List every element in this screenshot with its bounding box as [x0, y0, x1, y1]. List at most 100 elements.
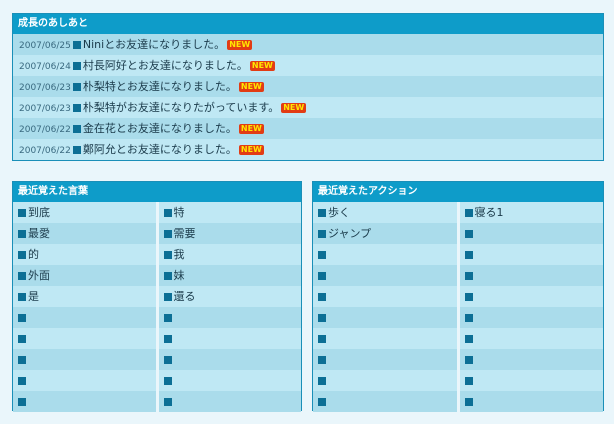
action-row	[313, 244, 603, 265]
word-label: 需要	[173, 227, 196, 240]
word-cell: 外面	[13, 265, 156, 286]
word-cell	[155, 370, 302, 391]
growth-log-title: 成長のあしあと	[13, 14, 603, 34]
bullet-icon	[464, 356, 473, 364]
action-cell	[456, 349, 603, 370]
bullet-icon	[18, 272, 26, 280]
word-label: 的	[28, 248, 39, 261]
bullet-icon	[163, 335, 172, 343]
action-cell	[313, 349, 457, 370]
action-row	[313, 370, 603, 391]
growth-log-panel: 成長のあしあと 2007/06/25 Niniとお友達になりました。 NEW 2007…	[12, 13, 604, 161]
bullet-icon	[464, 335, 473, 343]
word-cell	[13, 391, 156, 412]
action-label: ジャンプ	[328, 227, 372, 240]
log-entry: 2007/06/23 朴梨特がお友達になりたがっています。 NEW	[13, 97, 603, 118]
word-label: 外面	[28, 269, 50, 282]
log-entry-date: 2007/06/23	[19, 83, 71, 93]
action-cell	[456, 286, 604, 307]
bullet-icon	[18, 314, 26, 322]
action-row: ジャンプ	[313, 223, 603, 244]
log-entry-text: 朴梨特とお友達になりました。	[82, 80, 237, 93]
bullet-icon	[318, 335, 326, 343]
word-cell: 到底	[13, 202, 156, 223]
log-entry-date: 2007/06/24	[19, 62, 71, 72]
word-label: 特	[173, 206, 185, 219]
word-row	[13, 349, 301, 370]
log-entry-date: 2007/06/25	[19, 41, 71, 51]
word-cell: 最愛	[13, 223, 156, 244]
word-row	[13, 328, 301, 349]
log-entry: 2007/06/24 村長阿好とお友達になりました。 NEW	[13, 55, 603, 76]
bullet-icon	[72, 146, 81, 154]
learned-actions-title: 最近覚えたアクション	[313, 182, 603, 202]
log-entry-date: 2007/06/22	[19, 125, 71, 135]
bullet-icon	[163, 356, 172, 364]
log-entry-text: 朴梨特がお友達になりたがっています。	[82, 101, 280, 114]
bullet-icon	[163, 398, 172, 406]
log-entry: 2007/06/23 朴梨特とお友達になりました。 NEW	[13, 76, 603, 97]
word-cell: 需要	[155, 223, 301, 244]
bullet-icon	[464, 398, 473, 406]
action-cell	[456, 328, 604, 349]
new-badge: NEW	[249, 61, 275, 71]
bullet-icon	[163, 251, 172, 259]
bullet-icon	[18, 377, 26, 385]
action-label: 寝る1	[474, 206, 504, 219]
learned-words-title: 最近覚えた言葉	[13, 182, 301, 202]
bullet-icon	[318, 209, 326, 217]
new-badge: NEW	[238, 124, 264, 134]
bullet-icon	[72, 83, 81, 91]
bullet-icon	[318, 293, 326, 301]
word-row	[13, 370, 301, 391]
word-label: 妹	[173, 269, 185, 282]
log-entry-text: 鄭阿允とお友達になりました。	[82, 143, 237, 156]
word-row	[13, 391, 301, 412]
bullet-icon	[163, 314, 172, 322]
action-cell	[313, 244, 457, 265]
bullet-icon	[18, 209, 26, 217]
bullet-icon	[318, 230, 326, 238]
action-cell: 寝る1	[456, 202, 604, 223]
bullet-icon	[163, 377, 172, 385]
bullet-icon	[318, 314, 326, 322]
action-label: 歩く	[328, 206, 350, 219]
action-row	[313, 349, 603, 370]
bullet-icon	[464, 251, 473, 259]
word-label: 我	[173, 248, 185, 261]
action-cell	[456, 223, 603, 244]
action-row	[313, 328, 603, 349]
bullet-icon	[163, 230, 172, 238]
word-row: 的我	[13, 244, 301, 265]
log-entry-text: 金在花とお友達になりました。	[82, 122, 237, 135]
action-cell	[456, 265, 603, 286]
word-cell	[13, 349, 156, 370]
word-cell: 還る	[155, 286, 302, 307]
word-cell	[13, 307, 156, 328]
action-row	[313, 307, 603, 328]
bullet-icon	[163, 272, 172, 280]
bullet-icon	[72, 62, 81, 70]
log-entry-text: 村長阿好とお友達になりました。	[82, 59, 248, 72]
action-cell	[456, 307, 603, 328]
new-badge: NEW	[227, 40, 253, 50]
action-cell	[456, 370, 604, 391]
action-cell	[313, 328, 457, 349]
word-cell	[13, 328, 156, 349]
word-row: 是 還る	[13, 286, 301, 307]
action-cell	[456, 244, 604, 265]
word-label: 還る	[173, 290, 196, 303]
action-row	[313, 286, 603, 307]
bullet-icon	[318, 377, 326, 385]
word-label: 是	[28, 290, 39, 303]
log-entry-text: Niniとお友達になりました。	[82, 38, 226, 51]
bullet-icon	[72, 41, 81, 49]
action-row: 歩く 寝る1	[313, 202, 603, 223]
word-cell: 妹	[155, 265, 301, 286]
word-label: 到底	[28, 206, 50, 219]
new-badge: NEW	[238, 82, 264, 92]
word-cell	[155, 307, 301, 328]
learned-words-panel: 最近覚えた言葉 到底特最愛 需要的我外面妹是還る	[12, 181, 302, 412]
bullet-icon	[464, 377, 473, 385]
bullet-icon	[163, 293, 172, 301]
